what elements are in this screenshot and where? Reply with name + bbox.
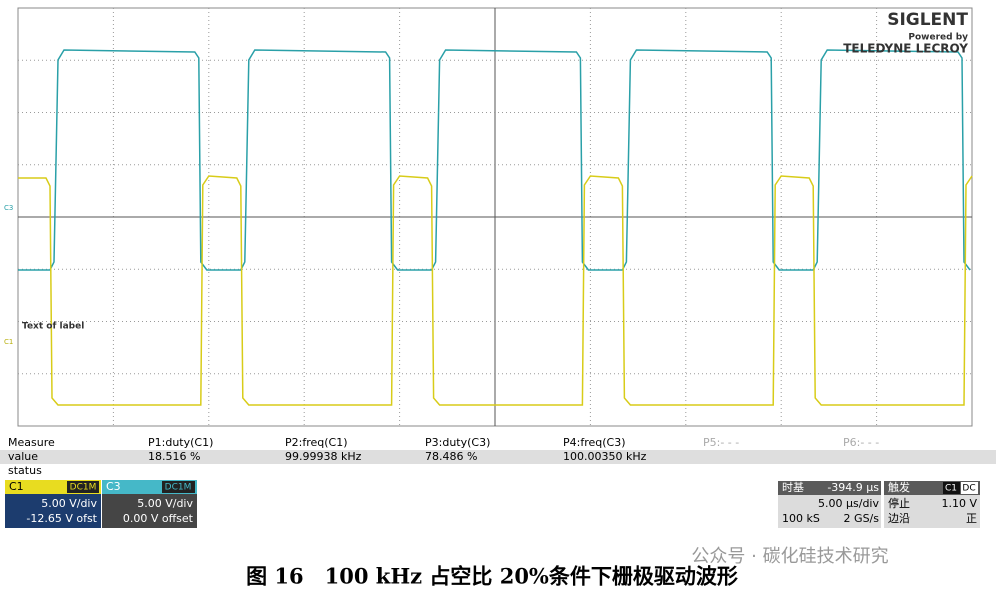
c1-name: C1 — [9, 480, 24, 493]
value-label: value — [8, 450, 38, 463]
measure-param: P1:duty(C1) — [148, 436, 213, 449]
c3-box: C3 DC1M 5.00 V/div 0.00 V offset — [102, 480, 197, 528]
timebase-samples: 100 kS — [782, 512, 820, 525]
logo-partner: TELEDYNE LECROY — [843, 42, 968, 56]
value-row-bg — [0, 450, 996, 464]
measure-param: P6:- - - — [843, 436, 879, 449]
measure-title: Measure — [8, 436, 55, 449]
timebase-label: 时基 — [782, 481, 804, 494]
trigger-state-label: 停止 — [888, 496, 910, 510]
trigger-edge-label: 边沿 — [888, 512, 910, 525]
measure-value: 78.486 % — [425, 450, 477, 463]
timebase-delay: -394.9 µs — [827, 481, 879, 494]
c1-trace — [18, 175, 973, 406]
figure-caption: 图 16 100 kHz 占空比 20%条件下栅极驱动波形 — [246, 564, 738, 589]
status-label: status — [8, 464, 42, 477]
c3-name: C3 — [106, 480, 121, 493]
logo-brand: SIGLENT — [887, 10, 968, 30]
timebase-box: 时基 -394.9 µs 5.00 µs/div 100 kS 2 GS/s — [778, 481, 881, 528]
trigger-box: 触发 C1 DC 停止 1.10 V 边沿 正 — [884, 480, 980, 528]
measure-param: P5:- - - — [703, 436, 739, 449]
trigger-edge: 正 — [966, 512, 977, 525]
measure-param: P2:freq(C1) — [285, 436, 348, 449]
timebase-rate: 2 GS/s — [844, 512, 880, 525]
c3-scale: 5.00 V/div — [137, 497, 193, 510]
c1-marker: C1 — [4, 338, 13, 346]
measure-value: 18.516 % — [148, 450, 200, 463]
measure-param: P4:freq(C3) — [563, 436, 626, 449]
c1-offset: -12.65 V ofst — [26, 512, 97, 525]
trigger-level: 1.10 V — [941, 497, 977, 510]
waveforms — [18, 49, 973, 406]
c3-marker: C3 — [4, 204, 13, 212]
trigger-label: 触发 — [888, 480, 910, 494]
measure-columns: P1:duty(C1) P2:freq(C1) P3:duty(C3) P4:freq… — [148, 436, 879, 463]
logo-powered: Powered by — [908, 33, 968, 43]
c3-offset: 0.00 V offset — [123, 512, 194, 525]
measure-value: 99.99938 kHz — [285, 450, 362, 463]
c1-coupling: DC1M — [70, 483, 97, 493]
trace-label: Text of label — [22, 322, 84, 332]
trigger-source: C1 — [945, 484, 957, 494]
trigger-coupling: DC — [962, 484, 975, 494]
measure-value: 100.00350 kHz — [563, 450, 647, 463]
watermark: 公众号 · 碳化硅技术研究 — [691, 546, 888, 567]
c1-scale: 5.00 V/div — [41, 497, 97, 510]
c3-coupling: DC1M — [165, 483, 192, 493]
c1-box: C1 DC1M 5.00 V/div -12.65 V ofst — [5, 480, 101, 528]
measure-param: P3:duty(C3) — [425, 436, 490, 449]
timebase-scale: 5.00 µs/div — [818, 497, 879, 510]
